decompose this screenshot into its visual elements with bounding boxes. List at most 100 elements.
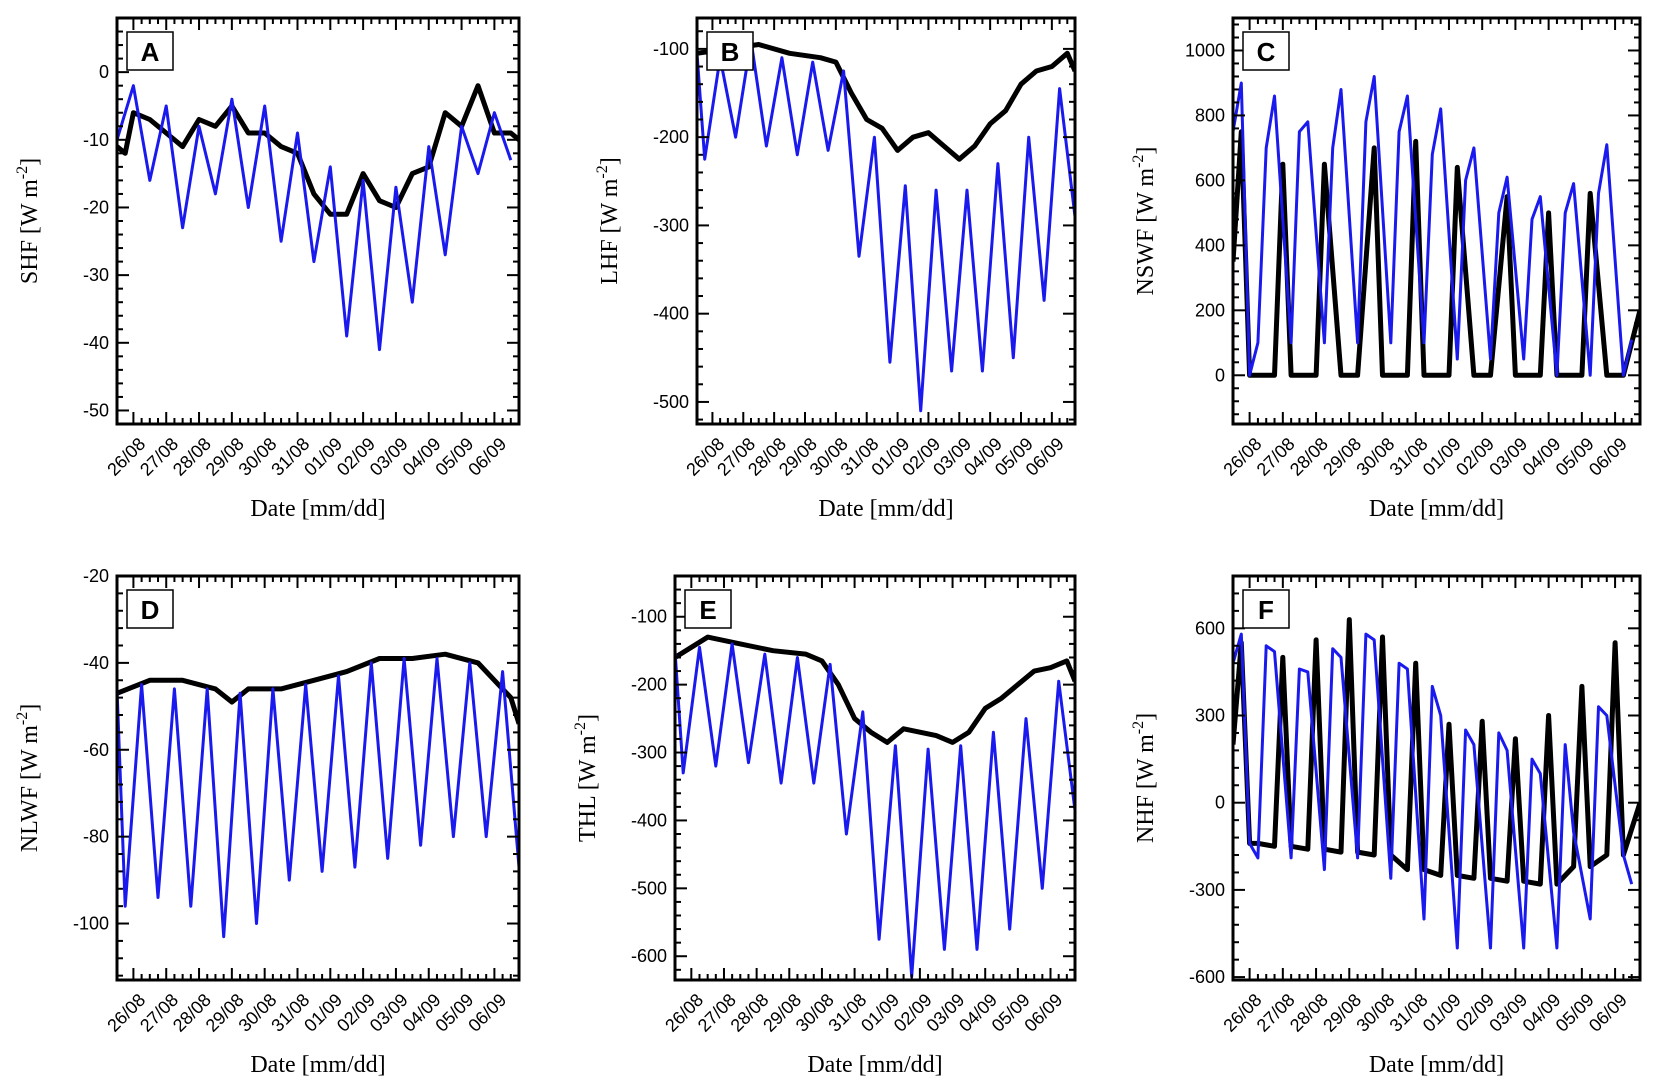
y-tick-label: 0	[99, 62, 109, 82]
y-tick-label: -50	[83, 400, 109, 420]
y-axis-label: SHF [W m-2]	[14, 158, 43, 284]
y-axis-label-tail: ]	[597, 157, 623, 165]
y-axis-label: NHF [W m-2]	[1130, 713, 1159, 843]
panel-e: -100-200-300-400-500-60026/0827/0828/082…	[572, 574, 1077, 1078]
x-axis-label: Date [mm/dd]	[818, 496, 953, 522]
series-black-line	[117, 651, 519, 725]
x-axis-label: Date [mm/dd]	[250, 1052, 385, 1078]
y-tick-label: -400	[653, 304, 689, 324]
y-tick-label: 300	[1195, 706, 1225, 726]
y-axis-label: THL [W m-2]	[572, 714, 601, 842]
y-tick-label: -200	[653, 127, 689, 147]
panel-label: E	[699, 595, 716, 625]
y-axis-label-tail: ]	[17, 158, 43, 166]
series-black-line	[697, 42, 1075, 162]
y-axis-label-tail: ]	[575, 714, 601, 722]
y-axis-label-tail: ]	[1133, 713, 1159, 721]
series-blue-line	[117, 84, 513, 352]
y-tick-label: -300	[1189, 880, 1225, 900]
panel-label-box	[126, 589, 174, 629]
x-tick-label: 06/09	[1585, 434, 1631, 480]
series-black-line	[1233, 617, 1640, 887]
panel-c: 0200400600800100026/0827/0828/0829/0830/…	[1130, 16, 1642, 522]
y-tick-label: -20	[83, 566, 109, 586]
y-tick-label: -20	[83, 197, 109, 217]
plot-frame	[695, 16, 1077, 426]
panel-label: D	[141, 595, 160, 625]
y-tick-label: -100	[631, 607, 667, 627]
plot-frame	[673, 574, 1077, 982]
y-tick-label: -80	[83, 827, 109, 847]
panel-label-box	[1242, 589, 1290, 629]
panel-a: 0-10-20-30-40-5026/0827/0828/0829/0830/0…	[14, 16, 521, 522]
panel-label: F	[1258, 595, 1274, 625]
y-axis-label-superscript: -2	[14, 166, 31, 179]
y-axis-label: NSWF [W m-2]	[1130, 147, 1159, 296]
y-tick-label: -500	[631, 878, 667, 898]
y-axis-label-tail: ]	[17, 704, 43, 712]
y-axis-label-main: NLWF [W m	[17, 725, 43, 852]
x-axis-label: Date [mm/dd]	[1369, 1052, 1504, 1078]
panel-d: -20-40-60-80-10026/0827/0828/0829/0830/0…	[14, 566, 521, 1078]
y-tick-label: 600	[1195, 170, 1225, 190]
y-axis-label-main: THL [W m	[575, 735, 601, 842]
plot-frame	[1231, 574, 1642, 982]
y-tick-label: -400	[631, 810, 667, 830]
y-tick-label: -40	[83, 653, 109, 673]
x-tick-label: 06/09	[1020, 990, 1066, 1036]
y-axis-label: NLWF [W m-2]	[14, 704, 43, 852]
x-tick-label: 06/09	[464, 434, 510, 480]
y-tick-label: 600	[1195, 618, 1225, 638]
panel-label-box	[1242, 31, 1290, 71]
x-tick-label: 06/09	[1585, 990, 1631, 1036]
y-axis-label-main: NSWF [W m	[1133, 168, 1159, 296]
panel-b: -100-200-300-400-50026/0827/0828/0829/08…	[594, 16, 1077, 522]
y-tick-label: -100	[73, 914, 109, 934]
y-tick-label: -10	[83, 130, 109, 150]
series-blue-line	[117, 657, 519, 939]
panel-label-box	[126, 31, 174, 71]
y-tick-label: 200	[1195, 300, 1225, 320]
series-black-line	[1233, 129, 1640, 378]
plot-frame	[115, 574, 521, 982]
y-axis-label-superscript: -2	[1130, 155, 1147, 168]
y-tick-label: -300	[653, 215, 689, 235]
y-axis-label-superscript: -2	[1130, 721, 1147, 734]
series-blue-line	[1233, 75, 1634, 377]
y-tick-label: -30	[83, 265, 109, 285]
plot-frame	[115, 16, 521, 426]
panel-label-box	[684, 589, 732, 629]
x-axis-label: Date [mm/dd]	[250, 496, 385, 522]
y-tick-label: 800	[1195, 105, 1225, 125]
y-axis-label-main: LHF [W m	[597, 178, 623, 285]
panel-label: A	[141, 37, 160, 67]
x-axis-label: Date [mm/dd]	[1369, 496, 1504, 522]
y-axis-label-tail: ]	[1133, 147, 1159, 155]
panel-f: 6003000-300-60026/0827/0828/0829/0830/08…	[1130, 574, 1642, 1078]
y-tick-label: 0	[1215, 793, 1225, 813]
y-tick-label: -300	[631, 743, 667, 763]
series-blue-line	[675, 642, 1075, 979]
y-tick-label: -60	[83, 740, 109, 760]
y-tick-label: 400	[1195, 235, 1225, 255]
series-blue-line	[697, 38, 1075, 413]
y-axis-label-main: SHF [W m	[17, 179, 43, 284]
y-tick-label: -600	[1189, 967, 1225, 987]
y-axis-label-superscript: -2	[594, 165, 611, 178]
y-tick-label: 1000	[1185, 40, 1225, 60]
plot-frame	[1231, 16, 1642, 426]
panel-label: C	[1257, 37, 1276, 67]
y-axis-label-main: NHF [W m	[1133, 734, 1159, 843]
series-black-line	[675, 634, 1075, 745]
y-axis-label-superscript: -2	[572, 722, 589, 735]
y-tick-label: 0	[1215, 365, 1225, 385]
x-axis-label: Date [mm/dd]	[807, 1052, 942, 1078]
y-axis-label: LHF [W m-2]	[594, 157, 623, 285]
y-axis-label-superscript: -2	[14, 712, 31, 725]
panel-label-box	[706, 31, 754, 71]
y-tick-label: -40	[83, 333, 109, 353]
y-tick-label: -500	[653, 392, 689, 412]
y-tick-label: -600	[631, 946, 667, 966]
x-tick-label: 06/09	[464, 990, 510, 1036]
